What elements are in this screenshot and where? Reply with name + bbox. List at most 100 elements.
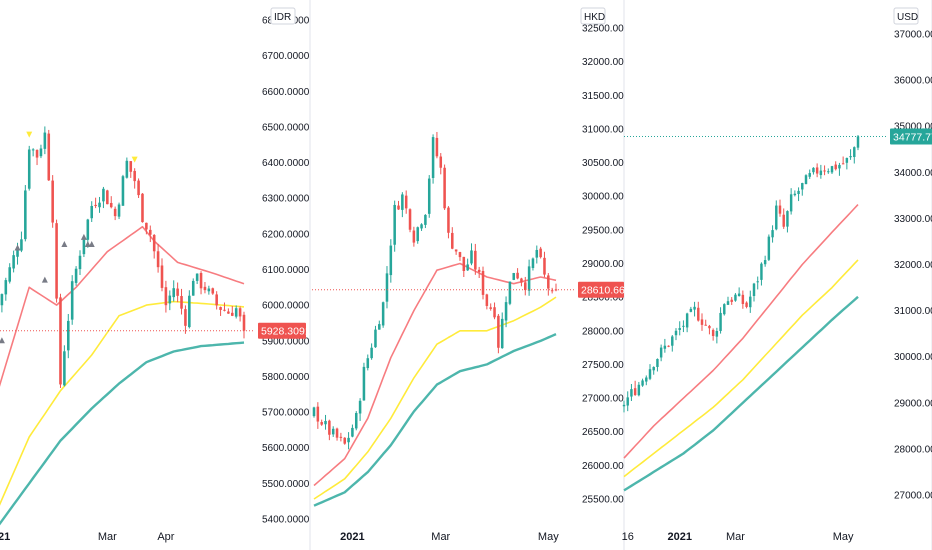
right-candle-body: [838, 164, 841, 169]
middle-y-tick-label: 29000.00: [582, 259, 624, 270]
right-ma-mid-line: [623, 259, 859, 478]
middle-candle-body: [477, 269, 481, 272]
right-y-tick-label: 36000.00: [894, 76, 932, 87]
left-candle-body: [0, 294, 4, 306]
middle-candle-body: [547, 275, 550, 289]
left-last-price-label: 5928.3091: [261, 326, 311, 338]
right-candle-body: [808, 173, 811, 177]
middle-candle-body: [512, 273, 516, 280]
left-candle-body: [66, 320, 70, 351]
right-candle-body: [633, 388, 637, 396]
middle-x-tick-label: Mar: [431, 531, 450, 543]
middle-last-price-badge: [578, 281, 624, 298]
left-candle-body: [35, 149, 39, 158]
middle-candle-body: [343, 437, 346, 444]
left-candle-body: [219, 307, 222, 310]
left-signal-up-marker: [41, 276, 48, 283]
left-y-tick-label: 6700.0000: [262, 51, 310, 62]
middle-y-tick-label: 32500.00: [582, 24, 624, 35]
left-candle-body: [8, 267, 12, 282]
middle-candle-body: [401, 194, 404, 210]
left-candle-body: [102, 188, 105, 202]
middle-candle-body: [516, 272, 519, 279]
left-candle-body: [160, 265, 164, 288]
left-candle-body: [199, 273, 203, 289]
right-candle-body: [752, 283, 756, 297]
left-signal-top-marker: [131, 156, 138, 163]
middle-candle-body: [439, 156, 443, 168]
right-candle-body: [741, 294, 745, 304]
middle-candle-body: [374, 329, 377, 348]
left-candle-body: [148, 229, 152, 235]
right-candle-body: [834, 164, 837, 170]
left-chart-panel: 6800.00006700.00006600.00006500.00006400…: [0, 0, 311, 550]
middle-y-tick-label: 30500.00: [582, 158, 624, 169]
left-candle-body: [164, 287, 168, 306]
right-last-price-label: 34777.77: [893, 131, 932, 143]
middle-candle-body: [497, 315, 500, 348]
right-candle-body: [659, 347, 663, 358]
right-candle-body: [730, 299, 733, 302]
right-y-tick-label: 35000.00: [894, 122, 932, 133]
right-candle-body: [830, 166, 834, 173]
middle-candle-body: [389, 245, 393, 276]
middle-y-tick-label: 29500.00: [582, 225, 624, 236]
left-y-tick-label: 5800.0000: [262, 372, 310, 383]
left-signal-up-marker: [80, 233, 87, 240]
middle-currency-label: HKD: [584, 12, 605, 23]
left-candle-body: [191, 280, 195, 296]
right-x-tick-label: 16: [622, 531, 634, 543]
left-candle-body: [109, 202, 113, 208]
middle-y-tick-label: 30000.00: [582, 192, 624, 203]
right-currency-label: USD: [897, 12, 918, 23]
middle-ma-mid-line: [313, 296, 557, 500]
middle-y-tick-label: 27000.00: [582, 394, 624, 405]
left-candle-body: [227, 311, 230, 314]
left-candle-body: [184, 309, 187, 326]
right-candle-body: [827, 171, 830, 173]
middle-candle-body: [335, 428, 339, 438]
right-currency-box: [893, 7, 919, 25]
left-ma-mid-line: [0, 300, 245, 506]
right-candle-body: [708, 325, 711, 329]
left-x-tick-label: Mar: [98, 531, 117, 543]
right-y-tick-label: 37000.00: [894, 30, 932, 41]
middle-candle-body: [485, 294, 489, 306]
left-candle-body: [16, 250, 19, 257]
middle-candle-body: [385, 273, 389, 302]
middle-candle-body: [458, 252, 462, 258]
middle-currency-box: [580, 7, 606, 25]
right-y-tick-label: 31000.00: [894, 306, 932, 317]
right-x-tick-label: 2021: [667, 531, 691, 543]
right-candle-body: [641, 380, 644, 386]
right-candle-body: [797, 190, 800, 195]
middle-candle-body: [331, 428, 335, 435]
right-y-tick-label: 33000.00: [894, 214, 932, 225]
left-y-tick-label: 5900.0000: [262, 336, 310, 347]
left-candle-body: [20, 239, 23, 251]
left-y-tick-label: 6500.0000: [262, 122, 310, 133]
right-candle-body: [726, 301, 730, 305]
left-candle-body: [133, 170, 136, 182]
middle-candle-body: [370, 347, 373, 359]
right-candle-body: [812, 167, 815, 173]
right-candle-body: [671, 336, 674, 346]
middle-candle-body: [378, 324, 381, 330]
left-candle-body: [152, 235, 156, 252]
left-candle-body: [207, 288, 211, 292]
right-candle-body: [789, 194, 793, 212]
right-chart-panel: 37000.00 36000.00 35000.00 34000.00 33000.00…: [622, 0, 932, 550]
right-candle-body: [786, 211, 789, 227]
right-candle-body: [678, 328, 681, 330]
middle-candle-body: [354, 412, 358, 429]
middle-y-tick-label: 27500.00: [582, 360, 624, 371]
left-candle-body: [129, 161, 133, 172]
middle-y-tick-label: 31500.00: [582, 91, 624, 102]
left-candle-body: [176, 288, 179, 296]
right-candle-body: [689, 308, 693, 312]
left-currency-box: [270, 7, 296, 25]
middle-candle-body: [358, 400, 362, 414]
middle-candle-body: [381, 302, 385, 326]
middle-candle-body: [489, 307, 492, 309]
left-candle-body: [242, 314, 246, 331]
